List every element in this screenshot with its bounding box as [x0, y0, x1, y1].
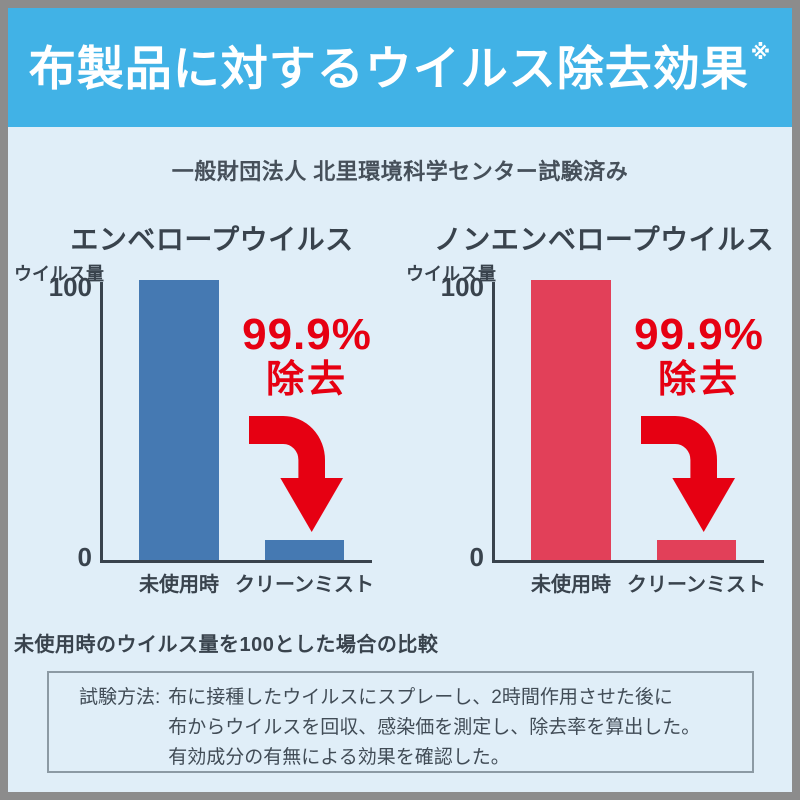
plot-area — [495, 280, 764, 560]
bar-unused — [531, 280, 611, 560]
bar-unused — [139, 280, 219, 560]
plot-area — [103, 280, 372, 560]
curved-down-arrow-icon — [249, 416, 344, 532]
bar-clean-mist — [265, 540, 344, 560]
removal-annotation: 99.9% 除去 — [624, 312, 774, 402]
comparison-note: 未使用時のウイルス量を100とした場合の比較 — [14, 634, 439, 656]
y-axis-line — [100, 282, 103, 563]
curved-down-arrow-icon — [641, 416, 736, 532]
category-label-unused: 未使用時 — [531, 574, 611, 596]
test-method-label: 試験方法: — [79, 687, 161, 708]
test-method-box: 試験方法: 布に接種したウイルスにスプレーし、2時間作用させた後に 布からウイル… — [47, 671, 754, 773]
reference-mark: ※ — [750, 42, 772, 64]
removal-percent-label: 99.9% — [634, 310, 764, 359]
y-axis-line — [492, 282, 495, 563]
removal-annotation: 99.9% 除去 — [232, 312, 382, 402]
y-tick-100: 100 — [440, 272, 484, 302]
infographic-canvas: 布製品に対するウイルス除去効果 ※ 一般財団法人 北里環境科学センター試験済み エ… — [8, 8, 792, 792]
chart-title: エンベロープウイルス — [70, 224, 354, 255]
x-axis-line — [100, 560, 372, 563]
page-title: 布製品に対するウイルス除去効果 ※ — [29, 43, 771, 92]
header-banner: 布製品に対するウイルス除去効果 ※ — [8, 8, 792, 127]
test-method-line: 有効成分の有無による効果を確認した。 — [168, 747, 510, 768]
bar-clean-mist — [657, 540, 736, 560]
category-label-unused: 未使用時 — [139, 574, 219, 596]
category-label-clean-mist: クリーンミスト — [627, 574, 766, 596]
category-label-clean-mist: クリーンミスト — [235, 574, 374, 596]
test-method-line: 布に接種したウイルスにスプレーし、2時間作用させた後に — [168, 687, 673, 708]
y-tick-100: 100 — [48, 272, 92, 302]
removal-percent-label: 99.9% — [242, 310, 372, 359]
y-tick-0: 0 — [77, 542, 92, 572]
y-axis-label: ウイルス量 — [406, 264, 496, 284]
x-axis-line — [492, 560, 764, 563]
removal-action-label: 除去 — [657, 359, 740, 401]
page-title-text: 布製品に対するウイルス除去効果 — [28, 42, 749, 95]
y-axis-label: ウイルス量 — [14, 264, 104, 284]
chart-non-enveloped-virus: ノンエンベロープウイルス ウイルス量 100 0 未使用時 クリーンミスト 99… — [396, 210, 788, 628]
removal-action-label: 除去 — [265, 359, 348, 401]
y-tick-0: 0 — [469, 542, 484, 572]
test-method-text: 布に接種したウイルスにスプレーし、2時間作用させた後に 布からウイルスを回収、感… — [168, 683, 700, 773]
test-method-line: 布からウイルスを回収、感染価を測定し、除去率を算出した。 — [168, 717, 701, 738]
chart-enveloped-virus: エンベロープウイルス ウイルス量 100 0 未使用時 クリーンミスト 99.9… — [8, 210, 396, 628]
chart-title: ノンエンベロープウイルス — [433, 224, 775, 255]
subtitle: 一般財団法人 北里環境科学センター試験済み — [171, 159, 629, 184]
